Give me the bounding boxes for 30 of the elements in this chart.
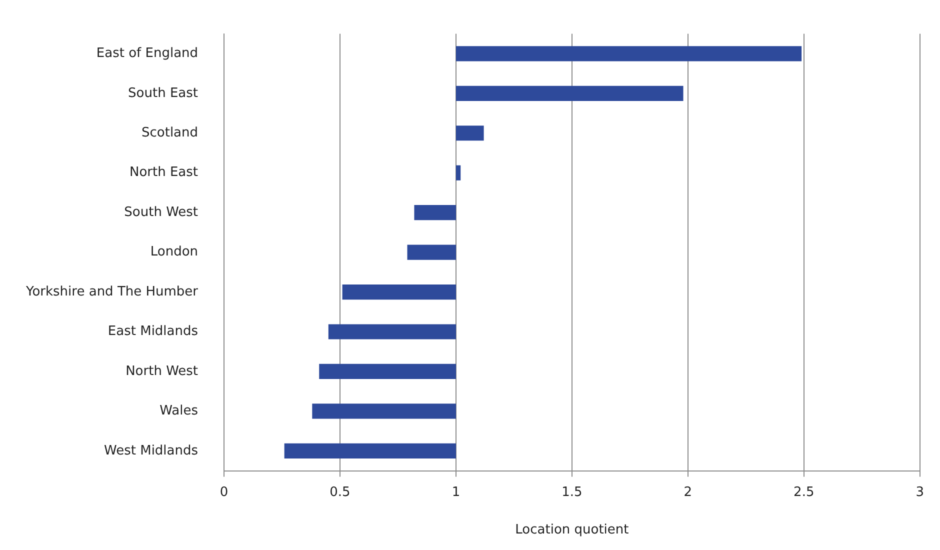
y-tick-label: Yorkshire and The Humber	[24, 284, 199, 300]
x-tick-label: 3	[916, 484, 924, 500]
x-tick-label: 1.5	[562, 484, 582, 500]
x-tick-label: 2.5	[794, 484, 814, 500]
bar	[342, 284, 456, 300]
x-tick-label: 0.5	[330, 484, 350, 500]
y-tick-label: North West	[126, 364, 198, 379]
y-tick-label: Wales	[160, 404, 198, 419]
x-axis-title: Location quotient	[515, 522, 629, 538]
y-tick-label: South East	[128, 86, 198, 101]
y-tick-label: London	[150, 244, 198, 260]
bar	[407, 244, 456, 260]
bar	[456, 126, 484, 141]
x-tick-label: 0	[220, 484, 228, 500]
bar	[319, 364, 456, 380]
bar	[328, 324, 456, 340]
y-tick-label: North East	[129, 165, 198, 180]
x-tick-label: 1	[452, 484, 460, 500]
y-tick-label: West Midlands	[104, 443, 198, 458]
bar	[456, 46, 802, 62]
y-tick-label: Scotland	[141, 125, 198, 140]
bar	[414, 205, 456, 220]
x-tick-label: 2	[684, 484, 692, 500]
y-tick-label: East Midlands	[108, 324, 198, 340]
y-tick-label: East of England	[96, 46, 198, 62]
bar	[284, 443, 456, 458]
bar	[456, 86, 684, 101]
bar	[456, 165, 461, 180]
bar	[312, 404, 456, 419]
y-tick-label: South West	[124, 204, 198, 220]
